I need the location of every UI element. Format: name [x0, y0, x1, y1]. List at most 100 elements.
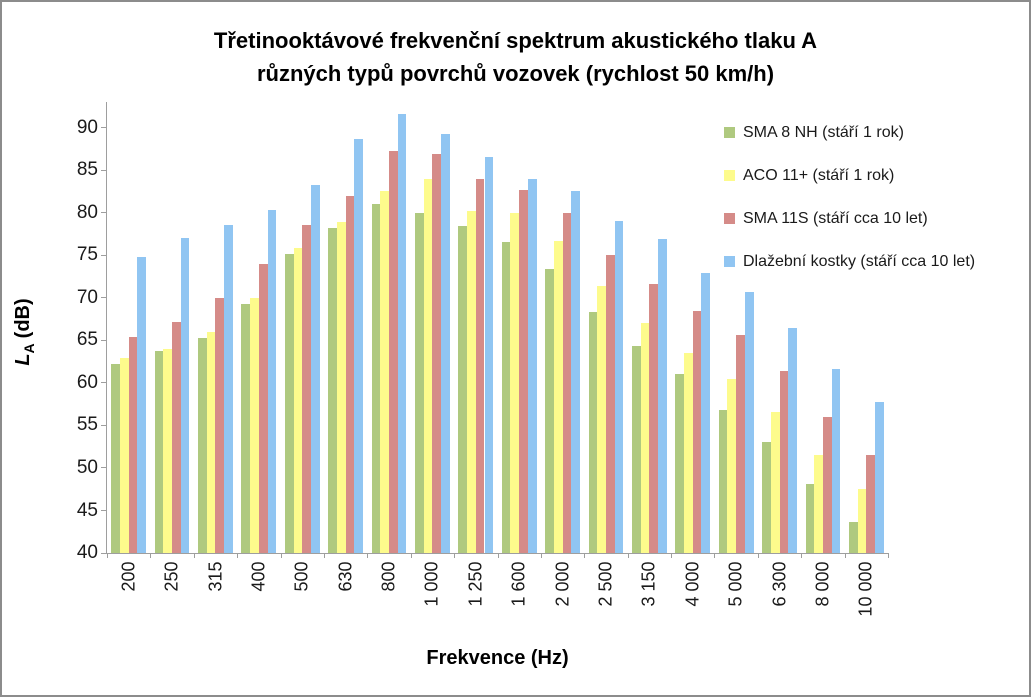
x-tick-17 — [844, 553, 846, 558]
bar-dlazebni-kostky-8000 — [831, 369, 841, 553]
x-tick-label-250: 250 — [161, 561, 182, 592]
bar-sma-8-nh-2500 — [588, 312, 598, 553]
bar-sma-11s-6300 — [779, 370, 789, 553]
y-tick-label-70: 70 — [76, 286, 98, 308]
x-tick-label-500: 500 — [291, 561, 312, 592]
bar-dlazebni-kostky-1600 — [527, 179, 537, 553]
x-tick-18 — [888, 553, 889, 558]
y-axis-unit: (dB) — [12, 298, 34, 339]
bar-sma-8-nh-250 — [154, 351, 164, 553]
legend-swatch-aco-11plus — [724, 170, 735, 181]
bar-dlazebni-kostky-10000 — [875, 402, 884, 553]
y-tick-label-55: 55 — [76, 414, 98, 436]
bar-sma-11s-1000 — [432, 153, 442, 553]
legend-item-sma-11s: SMA 11S (stáří cca 10 let) — [724, 209, 975, 228]
chart-title-line2: různých typů povrchů vozovek (rychlost 5… — [256, 61, 775, 86]
bar-sma-11s-630 — [345, 195, 355, 553]
legend-item-sma-8-nh: SMA 8 NH (stáří 1 rok) — [724, 123, 975, 142]
bar-sma-8-nh-1600 — [501, 241, 511, 553]
legend-label-sma-11s: SMA 11S (stáří cca 10 let) — [743, 210, 928, 227]
y-tick-65 — [101, 339, 107, 341]
bar-aco-11plus-2000 — [553, 240, 563, 553]
bar-aco-11plus-3150 — [640, 323, 650, 553]
x-axis-title: Frekvence (Hz) — [426, 647, 569, 669]
y-tick-40 — [101, 552, 107, 554]
x-tick-16 — [801, 553, 803, 558]
bar-sma-8-nh-3150 — [631, 346, 641, 553]
bar-aco-11plus-200 — [119, 358, 129, 553]
x-tick-label-4000: 4 000 — [682, 561, 703, 607]
bar-sma-11s-2000 — [562, 213, 572, 553]
bar-sma-8-nh-1250 — [458, 226, 468, 553]
legend: SMA 8 NH (stáří 1 rok) ACO 11+ (stáří 1 … — [724, 123, 975, 271]
x-tick-label-8000: 8 000 — [812, 561, 833, 607]
y-tick-label-90: 90 — [76, 116, 98, 138]
bar-sma-8-nh-630 — [328, 227, 337, 553]
bar-sma-11s-1250 — [475, 178, 485, 553]
y-tick-70 — [101, 297, 107, 299]
x-tick-11 — [584, 553, 586, 558]
bar-aco-11plus-6300 — [770, 411, 780, 553]
legend-swatch-dlazebni-kostky — [724, 256, 735, 267]
x-tick-label-5000: 5 000 — [725, 561, 746, 607]
bar-aco-11plus-500 — [293, 247, 303, 553]
bar-dlazebni-kostky-315 — [224, 224, 233, 553]
chart-title-line1: Třetinooktávové frekvenční spektrum akus… — [213, 28, 818, 53]
bar-sma-11s-8000 — [822, 416, 832, 553]
plot-area — [107, 102, 888, 553]
x-tick-label-800: 800 — [378, 561, 399, 592]
x-tick-label-3150: 3 150 — [638, 561, 659, 607]
x-tick-15 — [757, 553, 759, 558]
bar-dlazebni-kostky-250 — [180, 238, 190, 553]
y-tick-label-75: 75 — [76, 244, 98, 266]
y-tick-55 — [101, 424, 107, 426]
bar-aco-11plus-250 — [163, 348, 173, 553]
y-axis-line — [106, 102, 107, 553]
bar-sma-11s-2500 — [605, 255, 615, 553]
bar-sma-11s-200 — [128, 336, 138, 553]
bar-aco-11plus-2500 — [597, 285, 606, 553]
x-tick-14 — [714, 553, 716, 558]
y-tick-50 — [101, 467, 107, 469]
y-tick-label-85: 85 — [76, 159, 98, 181]
bar-aco-11plus-1250 — [467, 210, 476, 553]
x-tick-label-2500: 2 500 — [595, 561, 616, 607]
bar-sma-11s-3150 — [649, 284, 659, 553]
x-tick-label-6300: 6 300 — [769, 561, 789, 607]
bar-sma-8-nh-4000 — [675, 374, 685, 553]
bar-dlazebni-kostky-630 — [354, 138, 364, 553]
x-tick-6 — [367, 553, 369, 558]
x-tick-label-1600: 1 600 — [508, 561, 529, 607]
bar-dlazebni-kostky-400 — [267, 210, 277, 553]
bar-sma-11s-1600 — [519, 189, 528, 553]
bar-dlazebni-kostky-2500 — [614, 221, 624, 553]
bar-sma-8-nh-1000 — [415, 212, 424, 553]
y-tick-85 — [101, 169, 107, 171]
y-tick-label-45: 45 — [76, 499, 98, 521]
bar-dlazebni-kostky-6300 — [788, 328, 797, 553]
x-tick-12 — [627, 553, 629, 558]
y-tick-label-65: 65 — [76, 329, 98, 351]
x-tick-label-400: 400 — [248, 561, 269, 592]
x-tick-3 — [237, 553, 239, 558]
x-tick-5 — [323, 553, 325, 558]
legend-label-dlazebni-kostky: Dlažební kostky (stáří cca 10 let) — [743, 253, 976, 270]
bar-dlazebni-kostky-4000 — [701, 273, 711, 553]
bar-sma-11s-800 — [389, 150, 398, 553]
bar-aco-11plus-630 — [336, 221, 346, 553]
y-axis-symbol: L — [12, 353, 34, 366]
bar-aco-11plus-1600 — [510, 213, 520, 553]
y-tick-75 — [101, 254, 107, 256]
bar-sma-11s-5000 — [736, 335, 745, 553]
y-tick-label-50: 50 — [76, 456, 98, 478]
legend-swatch-sma-8-nh — [724, 127, 735, 138]
bar-dlazebni-kostky-3150 — [658, 239, 667, 553]
bar-aco-11plus-8000 — [814, 455, 823, 553]
x-tick-1 — [150, 553, 152, 558]
y-tick-45 — [101, 510, 107, 511]
bar-sma-11s-10000 — [866, 455, 875, 553]
bar-sma-8-nh-5000 — [718, 410, 728, 553]
x-tick-9 — [497, 553, 499, 558]
y-tick-label-80: 80 — [76, 201, 98, 223]
